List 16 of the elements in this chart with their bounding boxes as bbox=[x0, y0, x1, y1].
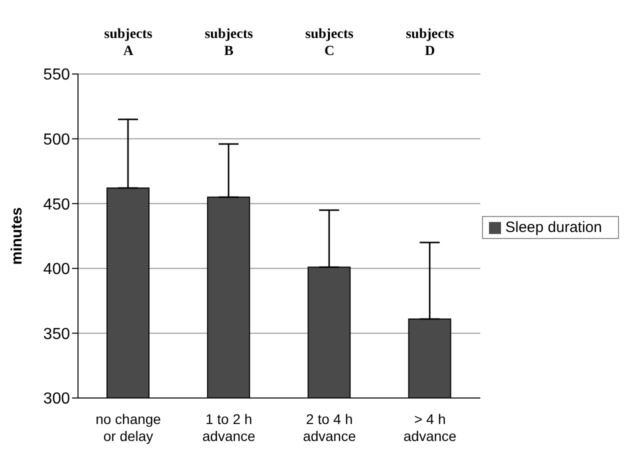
text: subjects A bbox=[104, 27, 153, 59]
y-tick-label: 400 bbox=[43, 261, 70, 278]
text: subjects C bbox=[305, 27, 354, 59]
text: subjects B bbox=[204, 27, 254, 59]
y-tick-label: 300 bbox=[43, 390, 70, 408]
x-tick-label: no change or delay bbox=[96, 411, 162, 444]
y-tick-label: 350 bbox=[43, 326, 70, 343]
y-axis-title: minutes bbox=[8, 207, 26, 265]
y-tick-label: 550 bbox=[43, 66, 70, 84]
x-tick-label: 2 to 4 h advance bbox=[302, 411, 356, 444]
y-tick-label: 450 bbox=[43, 196, 70, 214]
x-tick-label: 1 to 2 h advance bbox=[202, 411, 256, 444]
x-tick-label: > 4 h advance bbox=[404, 411, 457, 444]
legend-label: Sleep duration bbox=[505, 218, 602, 236]
y-tick-label: 500 bbox=[43, 131, 70, 148]
text: subjects D bbox=[406, 27, 455, 59]
